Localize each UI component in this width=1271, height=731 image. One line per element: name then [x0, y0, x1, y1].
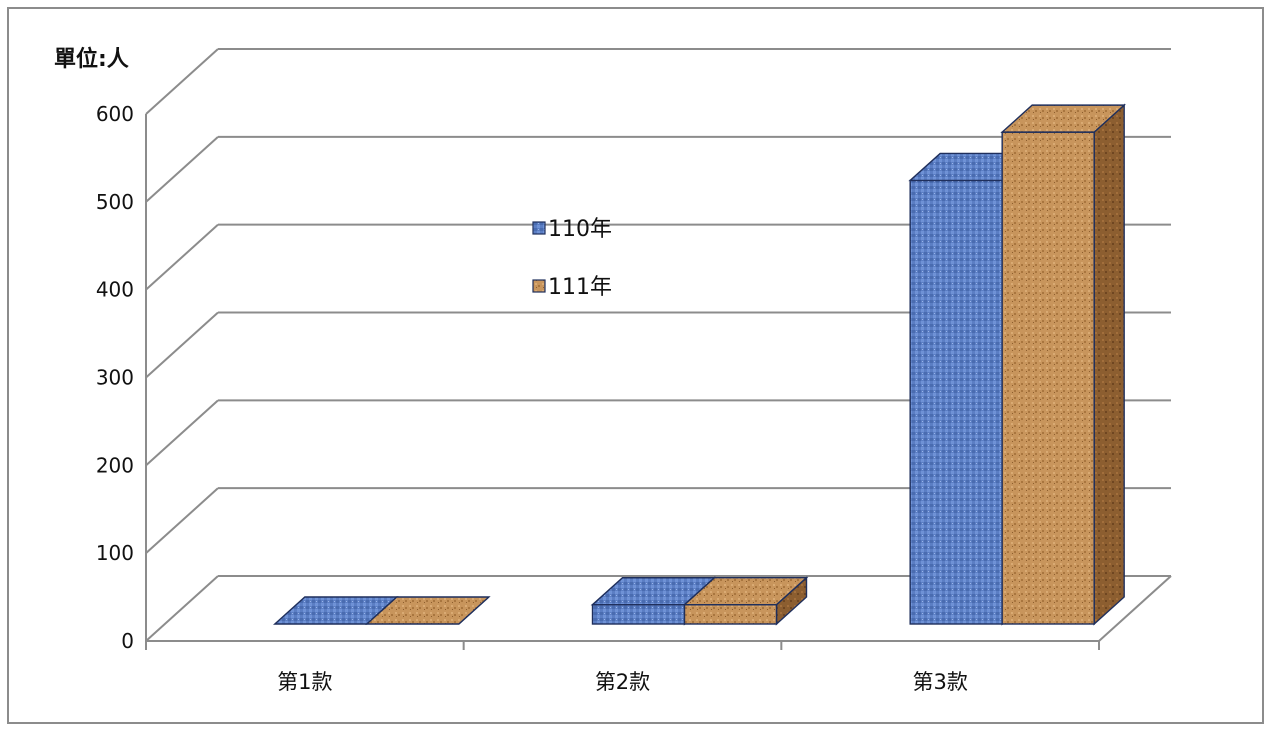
y-tick-label: 600 [96, 102, 134, 126]
side-gridline [145, 399, 219, 467]
side-gridline [145, 48, 219, 115]
floor-right-edge [1098, 575, 1172, 642]
legend-label: 110年 [548, 217, 612, 242]
x-tick-label: 第1款 [277, 670, 332, 694]
bar-front-face [591, 603, 686, 625]
bar-series-111-1 [365, 596, 491, 625]
y-axis-unit-label: 單位:人 [54, 46, 129, 72]
y-tick-label: 500 [96, 190, 134, 214]
bar-top-face [1000, 104, 1126, 133]
bar-front-face [909, 179, 1003, 625]
bar-series-111-2 [682, 576, 809, 626]
side-gridline [145, 136, 219, 203]
axis-labels: 0 100 200 300 400 500 600 第1款 第2款 第3款 [96, 102, 968, 694]
bar-top-face [365, 596, 491, 625]
side-gridline [145, 311, 219, 379]
legend-item: 111年 [532, 275, 612, 300]
axes [145, 114, 1172, 650]
y-tick-label: 300 [96, 366, 134, 390]
x-tick-label: 第3款 [912, 670, 967, 694]
side-gridline [145, 575, 219, 642]
bar-front-face [683, 603, 778, 625]
bar-series-111-3 [1000, 103, 1126, 626]
y-tick-label: 200 [96, 453, 134, 477]
side-gridline [145, 487, 219, 554]
legend: 110年 111年 [532, 217, 612, 300]
bar-front-face [1001, 131, 1095, 625]
bars [273, 103, 1126, 626]
side-gridline [145, 223, 219, 291]
y-tick-label: 400 [96, 278, 134, 302]
legend-item: 110年 [532, 217, 612, 242]
x-tick-label: 第2款 [595, 670, 650, 694]
legend-swatch [532, 221, 546, 235]
bar-side-face [1093, 103, 1125, 626]
bar-top-face [682, 576, 809, 606]
legend-swatch [532, 279, 546, 293]
legend-label: 111年 [548, 275, 612, 300]
chart-frame: 0 100 200 300 400 500 600 第1款 第2款 第3款 單位:人 110年 11… [7, 7, 1264, 724]
y-tick-label: 0 [121, 629, 134, 653]
y-tick-label: 100 [96, 541, 134, 565]
